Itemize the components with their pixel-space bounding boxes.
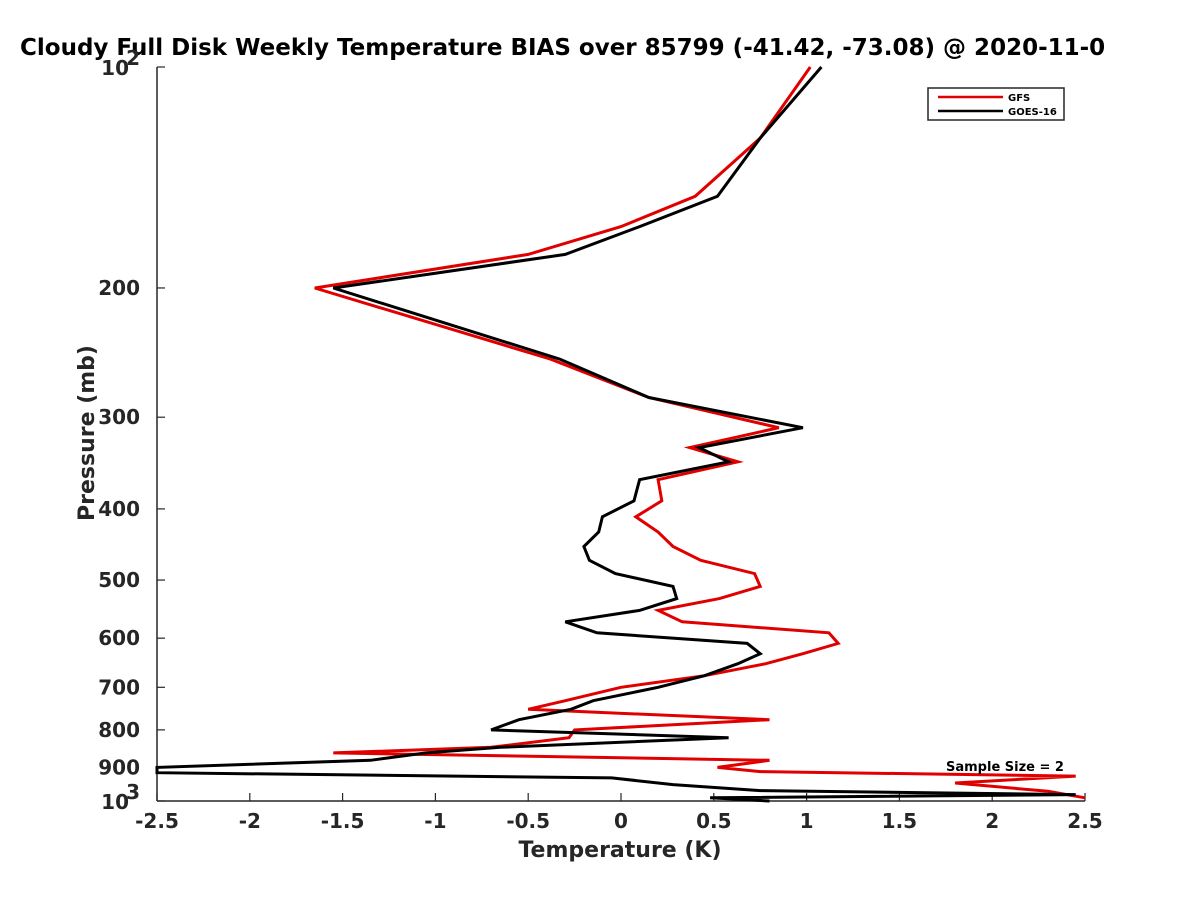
y-tick-label: 900 <box>98 755 140 779</box>
x-tick-label: 2 <box>985 809 999 833</box>
y-tick-label: 700 <box>98 675 140 699</box>
x-axis-label: Temperature (K) <box>518 838 721 863</box>
y-tick-label: 400 <box>98 497 140 521</box>
x-tick-label: 1.5 <box>882 809 917 833</box>
series-line-goes16 <box>155 66 1076 803</box>
y-axis-label: Pressure (mb) <box>75 345 100 521</box>
x-tick-label: -1 <box>424 809 446 833</box>
x-tick-label: -1.5 <box>321 809 365 833</box>
x-tick-label: -2.5 <box>135 809 179 833</box>
legend-label-goes16: GOES-16 <box>1008 107 1057 118</box>
legend: GFS GOES-16 <box>927 87 1065 121</box>
series-group <box>155 66 1086 803</box>
y-tick-label: 800 <box>98 718 140 742</box>
legend-box <box>927 87 1065 121</box>
sample-size-annotation: Sample Size = 2 <box>946 760 1064 775</box>
y-tick-label: 200 <box>98 276 140 300</box>
series-line-gfs <box>314 66 1086 800</box>
plot-area <box>156 67 1085 802</box>
y-tick-exponent: 2 <box>126 46 140 70</box>
y-tick-label: 10 <box>101 56 129 80</box>
y-tick-label: 500 <box>98 568 140 592</box>
x-tick-label: 1 <box>800 809 814 833</box>
x-tick-label: 0 <box>614 809 628 833</box>
x-tick-label: -2 <box>239 809 261 833</box>
legend-label-gfs: GFS <box>1008 93 1030 104</box>
x-tick-label: 2.5 <box>1067 809 1102 833</box>
y-tick-exponent: 3 <box>126 780 140 804</box>
chart-title: Cloudy Full Disk Weekly Temperature BIAS… <box>20 35 1105 61</box>
y-tick-label: 300 <box>98 405 140 429</box>
y-tick-label: 10 <box>101 790 129 814</box>
x-axis: -2.5 -2 -1.5 -1 -0.5 0 0.5 1 1.5 2 2.5 <box>135 793 1103 833</box>
y-tick-label: 600 <box>98 626 140 650</box>
x-tick-label: -0.5 <box>506 809 550 833</box>
x-tick-label: 0.5 <box>696 809 731 833</box>
